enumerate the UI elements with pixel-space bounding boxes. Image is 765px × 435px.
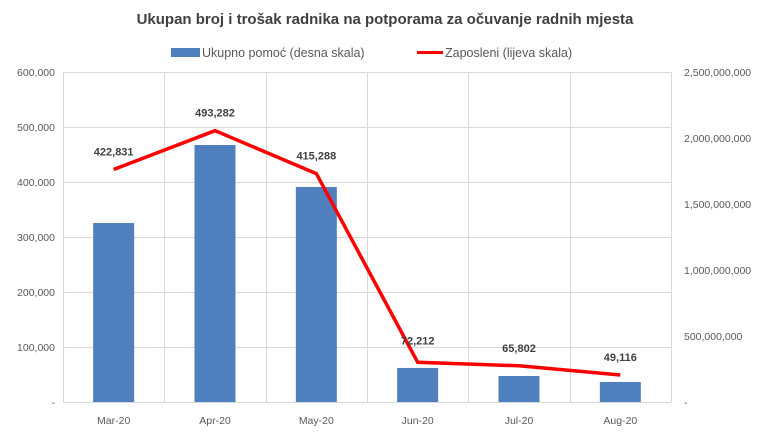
x-axis: Mar-20 Apr-20 May-20 Jun-20 Jul-20 Aug-20 bbox=[97, 415, 637, 427]
x-tick-label: Jun-20 bbox=[402, 415, 434, 427]
bar-mar-20 bbox=[93, 223, 135, 402]
data-label: 49,116 bbox=[604, 352, 637, 364]
data-label: 422,831 bbox=[94, 146, 134, 158]
right-tick-label: 1,500,000,000 bbox=[684, 199, 751, 211]
right-tick-label: 2,000,000,000 bbox=[684, 133, 751, 145]
bar-may-20 bbox=[295, 186, 337, 402]
left-tick-label: 400,000 bbox=[17, 177, 55, 189]
right-tick-label: 2,500,000,000 bbox=[684, 67, 751, 79]
x-tick-label: Aug-20 bbox=[603, 415, 637, 427]
left-tick-label: 100,000 bbox=[17, 342, 55, 354]
legend-label-line: Zaposleni (lijeva skala) bbox=[445, 46, 572, 60]
legend-item-bar: Ukupno pomoć (desna skala) bbox=[171, 46, 365, 60]
bar-jul-20 bbox=[498, 375, 540, 402]
left-tick-label: - bbox=[52, 397, 56, 409]
x-tick-label: May-20 bbox=[299, 415, 334, 427]
bar-series bbox=[93, 144, 641, 402]
data-label: 72,212 bbox=[401, 335, 435, 347]
line-zaposleni bbox=[113, 128, 621, 377]
bar-apr-20 bbox=[194, 144, 236, 402]
left-tick-label: 500,000 bbox=[17, 122, 55, 134]
legend-item-line: Zaposleni (lijeva skala) bbox=[417, 46, 572, 60]
legend: Ukupno pomoć (desna skala) Zaposleni (li… bbox=[171, 46, 572, 60]
data-label: 415,288 bbox=[296, 151, 336, 163]
x-tick-label: Jul-20 bbox=[505, 415, 534, 427]
bar-jun-20 bbox=[397, 367, 439, 402]
data-labels: 422,831 493,282 415,288 72,212 65,802 49,116 bbox=[94, 108, 637, 364]
right-tick-label: 500,000,000 bbox=[684, 331, 743, 343]
legend-swatch-bar bbox=[171, 48, 200, 57]
left-axis: - 100,000 200,000 300,000 400,000 500,000 600,… bbox=[17, 67, 55, 409]
bar-aug-20 bbox=[599, 381, 641, 402]
right-axis: - 500,000,000 1,000,000,000 1,500,000,000 2,… bbox=[684, 67, 751, 409]
line-series bbox=[113, 128, 621, 377]
x-tick-label: Apr-20 bbox=[199, 415, 231, 427]
data-label: 493,282 bbox=[195, 108, 235, 120]
left-tick-label: 600,000 bbox=[17, 67, 55, 79]
left-tick-label: 300,000 bbox=[17, 232, 55, 244]
x-tick-label: Mar-20 bbox=[97, 415, 130, 427]
right-tick-label: 1,000,000,000 bbox=[684, 265, 751, 277]
gridlines bbox=[63, 72, 672, 403]
data-label: 65,802 bbox=[502, 343, 536, 355]
right-tick-label: - bbox=[684, 397, 688, 409]
chart-title: Ukupan broj i trošak radnika na potporam… bbox=[137, 11, 634, 28]
legend-label-bar: Ukupno pomoć (desna skala) bbox=[202, 46, 365, 60]
left-tick-label: 200,000 bbox=[17, 287, 55, 299]
